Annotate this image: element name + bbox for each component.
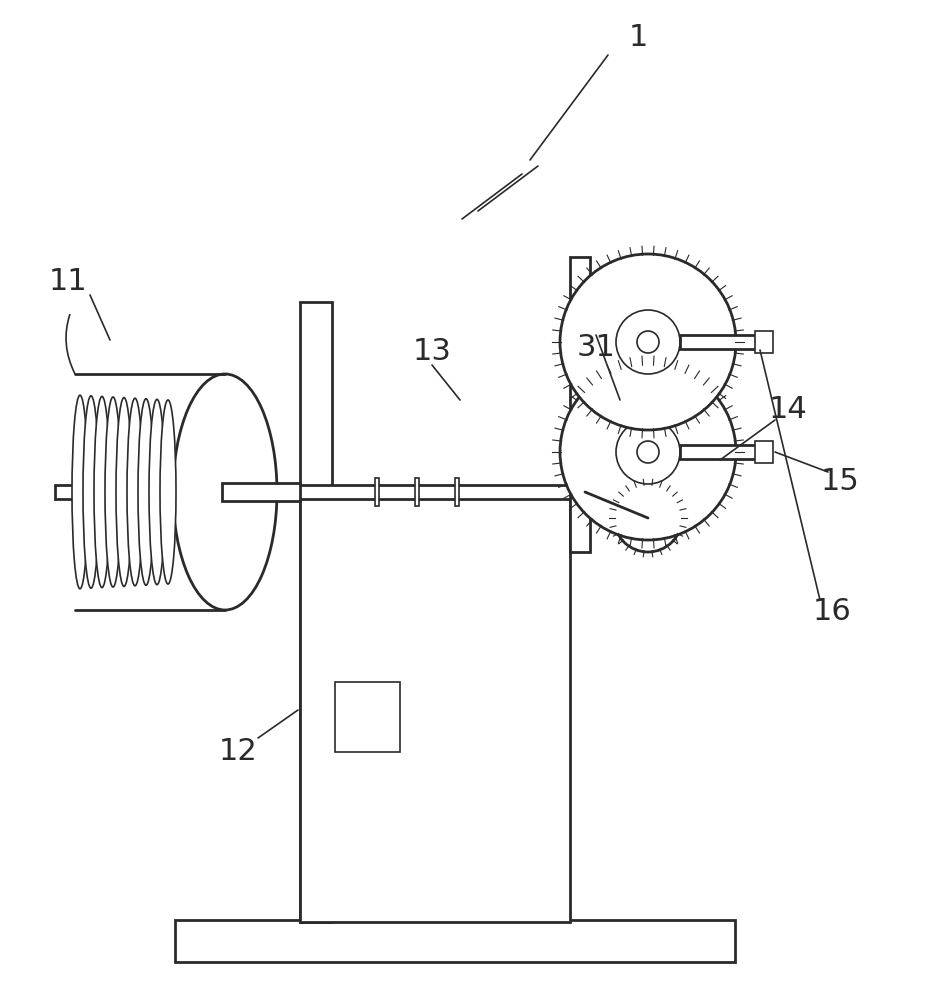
- Circle shape: [614, 484, 682, 552]
- Bar: [55, 485, 585, 499]
- Bar: [222, 483, 300, 501]
- Ellipse shape: [105, 397, 121, 587]
- Bar: [455, 478, 459, 506]
- Bar: [680, 335, 760, 349]
- Bar: [335, 682, 400, 752]
- Text: 13: 13: [412, 338, 452, 366]
- Text: 11: 11: [49, 267, 88, 296]
- Circle shape: [637, 441, 659, 463]
- Text: 14: 14: [769, 395, 807, 424]
- Bar: [300, 492, 570, 922]
- Text: 31: 31: [577, 334, 616, 362]
- Circle shape: [560, 254, 736, 430]
- Text: 12: 12: [218, 738, 258, 766]
- Ellipse shape: [149, 399, 165, 585]
- Circle shape: [616, 420, 680, 484]
- Text: 16: 16: [813, 597, 852, 626]
- Ellipse shape: [83, 396, 99, 588]
- Ellipse shape: [138, 399, 154, 585]
- Circle shape: [616, 310, 680, 374]
- Ellipse shape: [127, 398, 143, 586]
- Bar: [755, 441, 773, 463]
- Circle shape: [636, 506, 660, 530]
- Bar: [375, 478, 379, 506]
- Circle shape: [560, 364, 736, 540]
- Bar: [175, 920, 735, 962]
- Ellipse shape: [173, 374, 277, 610]
- Bar: [755, 331, 773, 353]
- Circle shape: [643, 513, 653, 523]
- Bar: [680, 445, 760, 459]
- Bar: [300, 302, 332, 922]
- Ellipse shape: [160, 400, 176, 584]
- Ellipse shape: [72, 395, 88, 589]
- Circle shape: [637, 331, 659, 353]
- Ellipse shape: [116, 398, 132, 586]
- Text: 1: 1: [628, 23, 648, 52]
- Bar: [415, 478, 419, 506]
- Ellipse shape: [94, 396, 110, 588]
- Text: 15: 15: [821, 468, 859, 496]
- Bar: [570, 257, 590, 552]
